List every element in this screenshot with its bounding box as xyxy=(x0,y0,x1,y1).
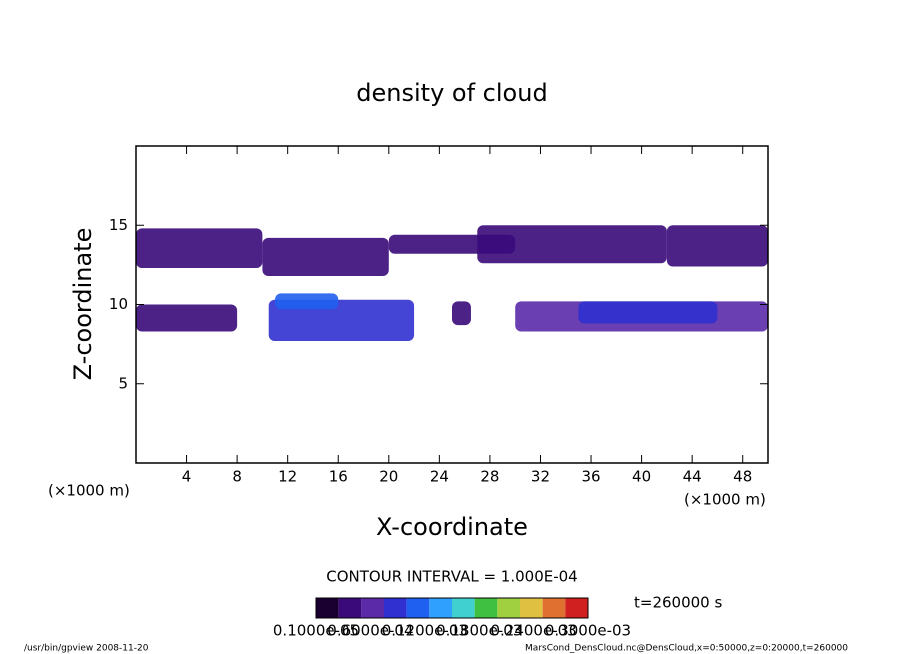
cloud-region xyxy=(578,301,718,324)
x-tick-label: 12 xyxy=(278,468,297,486)
cloud-region xyxy=(136,228,263,269)
x-tick-label: 16 xyxy=(329,468,348,486)
colorbar-cell xyxy=(497,598,520,618)
colorbar-cell xyxy=(452,598,475,618)
colorbar-label: 0.1800e-03 xyxy=(436,622,522,640)
y-axis-title: Z-coordinate xyxy=(69,228,97,381)
colorbar-label: 0.1000e-05 xyxy=(273,622,359,640)
x-tick-label: 28 xyxy=(480,468,499,486)
cloud-region xyxy=(666,225,768,267)
x-axis-title: X-coordinate xyxy=(376,513,528,541)
colorbar-label: 0.2400e-03 xyxy=(490,622,576,640)
colorbar-cell xyxy=(474,598,498,618)
cloud-region xyxy=(477,225,667,264)
x-tick-label: 40 xyxy=(632,468,651,486)
cloud-region xyxy=(275,293,339,310)
x-tick-label: 44 xyxy=(683,468,702,486)
field xyxy=(136,225,768,341)
x-tick-label: 8 xyxy=(232,468,242,486)
x-tick-label: 36 xyxy=(581,468,600,486)
colorbar-label: 0.3000e-03 xyxy=(545,622,631,640)
footer: /usr/bin/gpview 2008-11-20 xyxy=(24,644,149,654)
colorbar-cell xyxy=(361,598,384,618)
colorbar-cell xyxy=(384,598,407,618)
x-unit: (×1000 m) xyxy=(48,482,130,500)
y-tick-label: 15 xyxy=(109,216,128,234)
colorbar-cell xyxy=(316,598,339,618)
x-tick-label: 48 xyxy=(733,468,752,486)
cloud-region xyxy=(136,304,238,332)
x-tick-label: 20 xyxy=(379,468,398,486)
contour-interval: CONTOUR INTERVAL = 1.000E-04 xyxy=(326,568,577,586)
cloud-region xyxy=(268,299,415,341)
footer: MarsCond_DensCloud.nc@DensCloud,x=0:5000… xyxy=(525,644,848,654)
y-tick-label: 5 xyxy=(118,374,128,392)
cloud-region xyxy=(452,301,471,326)
colorbar-cell xyxy=(406,598,430,618)
time-label: t=260000 s xyxy=(634,594,722,612)
colorbar-frame xyxy=(315,597,589,619)
chart-title: density of cloud xyxy=(356,79,547,107)
colorbar-cell xyxy=(429,598,452,618)
colorbar-cell xyxy=(565,598,588,618)
colorbar-label: 0.6000e-04 xyxy=(327,622,413,640)
colorbar-cell xyxy=(338,598,362,618)
x-unit: (×1000 m) xyxy=(684,491,766,509)
y-tick-label: 10 xyxy=(109,295,128,313)
colorbar-cell xyxy=(542,598,566,618)
x-tick-label: 24 xyxy=(430,468,449,486)
x-tick-label: 4 xyxy=(182,468,192,486)
colorbar-label: 0.1200e-03 xyxy=(382,622,468,640)
colorbar-cell xyxy=(520,598,543,618)
x-tick-label: 32 xyxy=(531,468,550,486)
cloud-region xyxy=(262,237,389,276)
